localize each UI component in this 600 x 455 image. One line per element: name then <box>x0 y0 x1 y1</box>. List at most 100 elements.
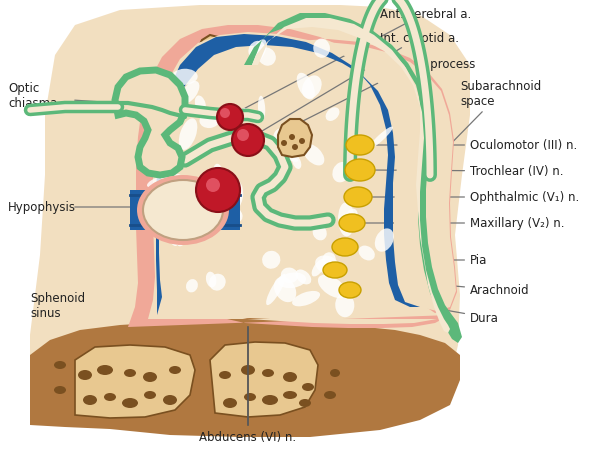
Ellipse shape <box>199 113 219 129</box>
Ellipse shape <box>78 370 92 380</box>
Circle shape <box>220 109 230 119</box>
Ellipse shape <box>296 270 311 285</box>
Text: Ant. clinoid process: Ant. clinoid process <box>298 57 475 125</box>
Ellipse shape <box>262 251 280 269</box>
Ellipse shape <box>359 246 375 261</box>
Ellipse shape <box>163 395 177 405</box>
Ellipse shape <box>258 96 265 121</box>
Polygon shape <box>195 340 208 417</box>
Ellipse shape <box>276 152 298 162</box>
Ellipse shape <box>368 127 393 150</box>
Polygon shape <box>30 318 460 437</box>
Circle shape <box>232 125 264 157</box>
Ellipse shape <box>54 361 66 369</box>
Ellipse shape <box>323 263 347 278</box>
Ellipse shape <box>223 180 243 213</box>
Ellipse shape <box>97 365 113 375</box>
Text: Optic
chiasma: Optic chiasma <box>8 82 58 110</box>
Ellipse shape <box>313 40 330 59</box>
Ellipse shape <box>122 398 138 408</box>
Ellipse shape <box>332 162 350 183</box>
Ellipse shape <box>54 386 66 394</box>
Circle shape <box>281 141 287 147</box>
Polygon shape <box>115 71 185 176</box>
Polygon shape <box>195 36 223 69</box>
Text: Pia: Pia <box>403 254 487 267</box>
Ellipse shape <box>296 74 315 100</box>
Ellipse shape <box>322 253 336 267</box>
Polygon shape <box>210 342 318 417</box>
Ellipse shape <box>326 108 340 122</box>
Ellipse shape <box>186 279 198 293</box>
Ellipse shape <box>283 372 297 382</box>
Ellipse shape <box>175 188 187 204</box>
Polygon shape <box>130 191 240 231</box>
Ellipse shape <box>209 274 226 291</box>
Ellipse shape <box>262 395 278 405</box>
Text: Sphenoid
sinus: Sphenoid sinus <box>30 291 85 319</box>
Circle shape <box>299 139 305 145</box>
Polygon shape <box>278 120 312 157</box>
Polygon shape <box>148 33 456 324</box>
Polygon shape <box>75 345 195 418</box>
Ellipse shape <box>299 399 311 407</box>
Ellipse shape <box>339 283 361 298</box>
Ellipse shape <box>181 82 199 104</box>
Ellipse shape <box>313 225 327 241</box>
Ellipse shape <box>172 70 197 86</box>
Ellipse shape <box>248 42 265 60</box>
Ellipse shape <box>219 371 231 379</box>
Ellipse shape <box>143 372 157 382</box>
Ellipse shape <box>176 185 191 205</box>
Ellipse shape <box>347 209 358 220</box>
Ellipse shape <box>274 129 283 140</box>
Text: Arachnoid: Arachnoid <box>423 283 530 297</box>
Ellipse shape <box>281 268 298 283</box>
Ellipse shape <box>212 164 226 200</box>
Ellipse shape <box>335 293 355 318</box>
Ellipse shape <box>206 272 217 288</box>
Ellipse shape <box>226 207 242 223</box>
Ellipse shape <box>303 145 325 166</box>
Ellipse shape <box>302 76 322 99</box>
Ellipse shape <box>221 208 232 218</box>
Ellipse shape <box>197 183 223 201</box>
Ellipse shape <box>166 212 180 247</box>
Circle shape <box>196 169 240 212</box>
Ellipse shape <box>302 383 314 391</box>
Circle shape <box>206 179 220 192</box>
Ellipse shape <box>230 206 241 221</box>
Ellipse shape <box>258 48 276 66</box>
Polygon shape <box>244 14 462 343</box>
Circle shape <box>217 105 243 131</box>
Ellipse shape <box>345 160 375 182</box>
Ellipse shape <box>346 136 374 156</box>
Ellipse shape <box>147 174 182 189</box>
Text: Maxillary (V₂) n.: Maxillary (V₂) n. <box>360 217 565 230</box>
Ellipse shape <box>262 369 274 377</box>
Ellipse shape <box>330 369 340 377</box>
Ellipse shape <box>172 182 195 192</box>
Polygon shape <box>252 19 450 333</box>
Circle shape <box>237 130 249 142</box>
Ellipse shape <box>223 398 237 408</box>
Ellipse shape <box>324 391 336 399</box>
Ellipse shape <box>195 96 206 113</box>
Circle shape <box>289 135 295 141</box>
Ellipse shape <box>344 187 372 207</box>
Ellipse shape <box>318 275 346 298</box>
Ellipse shape <box>283 391 297 399</box>
Circle shape <box>292 145 298 151</box>
Text: Abducens (VI) n.: Abducens (VI) n. <box>199 430 296 444</box>
Ellipse shape <box>375 229 394 252</box>
Text: Ant. cerebral a.: Ant. cerebral a. <box>235 7 471 115</box>
Ellipse shape <box>278 273 306 288</box>
Ellipse shape <box>169 366 181 374</box>
Ellipse shape <box>179 119 197 151</box>
Polygon shape <box>30 6 470 435</box>
Ellipse shape <box>124 369 136 377</box>
Ellipse shape <box>143 181 223 241</box>
Ellipse shape <box>292 291 320 307</box>
Text: Dura: Dura <box>431 308 499 324</box>
Text: Trochlear (IV) n.: Trochlear (IV) n. <box>371 165 563 178</box>
